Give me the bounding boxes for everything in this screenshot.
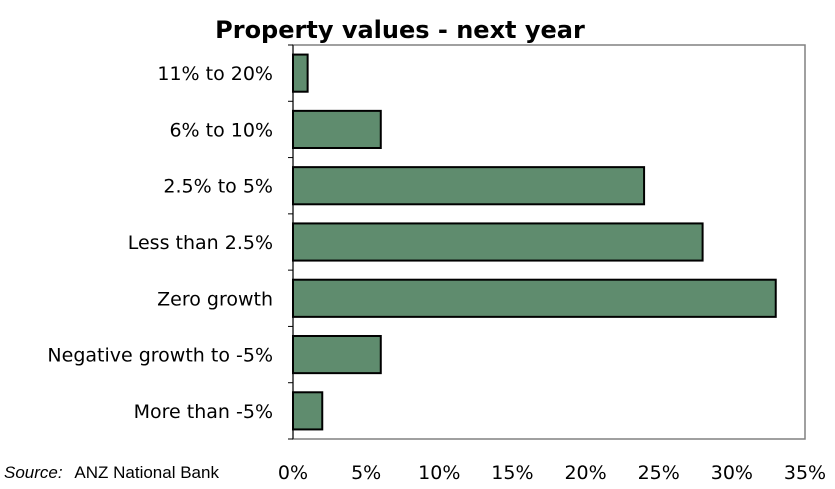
x-tick-label: 10% — [418, 462, 460, 484]
bar — [292, 166, 646, 206]
category-label: More than -5% — [134, 401, 273, 423]
x-tick-label: 15% — [491, 462, 533, 484]
category-label: 2.5% to 5% — [163, 176, 273, 198]
bar — [292, 53, 309, 93]
category-label: 11% to 20% — [157, 63, 273, 85]
source-label: Source: — [4, 463, 63, 482]
x-tick-label: 35% — [784, 462, 826, 484]
x-tick-label: 25% — [638, 462, 680, 484]
x-axis-ticks: 0% 5% 10% 15% 20% 25% 30% 35% — [278, 462, 826, 484]
source-note: Source: ANZ National Bank — [4, 463, 219, 482]
category-label: Negative growth to -5% — [47, 345, 273, 367]
category-labels: 11% to 20% 6% to 10% 2.5% to 5% Less than 2… — [47, 44, 293, 440]
bar — [292, 391, 324, 431]
source-value: ANZ National Bank — [74, 463, 219, 482]
x-tick-label: 0% — [278, 462, 308, 484]
bars-layer — [292, 53, 777, 431]
bar — [292, 278, 777, 318]
bar — [292, 334, 382, 375]
category-label: 6% to 10% — [169, 119, 273, 141]
x-tick-label: 5% — [351, 462, 381, 484]
bar — [292, 109, 382, 150]
chart-title: Property values - next year — [215, 16, 585, 44]
category-label: Less than 2.5% — [128, 232, 273, 254]
x-tick-label: 30% — [711, 462, 753, 484]
bar — [292, 222, 704, 262]
x-tick-label: 20% — [564, 462, 606, 484]
category-label: Zero growth — [157, 288, 273, 310]
